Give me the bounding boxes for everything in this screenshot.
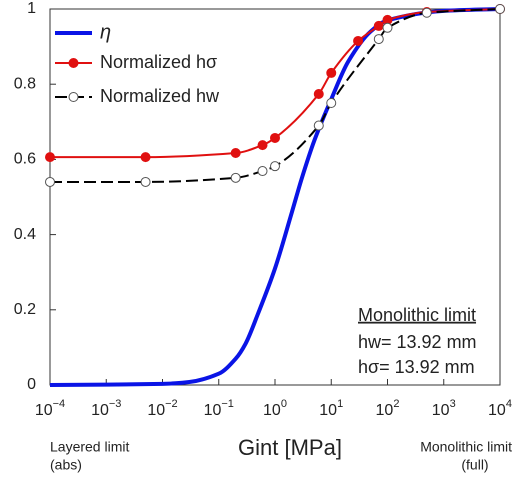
x-tick-exponent: 1 — [337, 398, 343, 410]
y-tick-label: 0 — [27, 376, 36, 393]
y-tick-label: 0.4 — [14, 226, 36, 243]
data-point — [45, 176, 55, 187]
legend-label: η — [100, 21, 111, 43]
annotation-line: hw= 13.92 mm — [358, 332, 477, 352]
y-tick-label: 0.8 — [14, 75, 36, 92]
legend-marker — [68, 58, 79, 68]
legend: η Normalized hσ Normalized hw — [55, 21, 220, 106]
left-note: Layered limit — [50, 439, 129, 455]
data-point — [382, 22, 393, 33]
data-point — [270, 161, 280, 172]
right-note: (full) — [461, 457, 488, 473]
x-tick-label: 102 — [376, 398, 400, 419]
x-tick-exponent: −1 — [221, 398, 234, 410]
annotation-line: hσ= 13.92 mm — [358, 357, 475, 377]
x-tick-exponent: 3 — [450, 398, 456, 410]
data-point — [326, 98, 337, 108]
data-point — [140, 176, 151, 187]
x-tick-label: 100 — [263, 398, 287, 419]
legend-label: Normalized hw — [100, 86, 220, 106]
legend-label: Normalized hσ — [100, 52, 217, 72]
right-note: Monolithic limit — [420, 439, 512, 455]
data-point — [373, 20, 384, 31]
data-point — [421, 7, 432, 18]
x-tick-label: 10−3 — [91, 398, 121, 419]
data-point — [257, 140, 268, 151]
y-tick-label: 0.2 — [14, 301, 36, 318]
y-tick-label: 0.6 — [14, 151, 36, 168]
data-point — [45, 152, 55, 163]
data-point — [230, 172, 241, 183]
legend-marker — [68, 92, 79, 102]
x-tick-exponent: 2 — [393, 398, 399, 410]
x-tick-exponent: −4 — [53, 398, 66, 410]
series-line — [50, 8, 501, 183]
data-point — [495, 4, 505, 14]
left-note: (abs) — [50, 457, 82, 473]
x-tick-label: 101 — [319, 398, 343, 419]
y-tick-label: 1 — [27, 0, 36, 17]
x-axis-label: Gint [MPa] — [238, 435, 342, 460]
data-point — [313, 120, 324, 131]
x-tick-label: 103 — [432, 398, 456, 419]
x-tick-exponent: −3 — [109, 398, 122, 410]
x-tick-label: 10−4 — [35, 398, 65, 419]
data-point — [257, 166, 268, 177]
annotation-title: Monolithic limit — [358, 305, 476, 325]
x-tick-exponent: 4 — [506, 398, 512, 410]
data-point — [140, 152, 151, 163]
data-point — [353, 35, 364, 46]
data-point — [230, 148, 241, 159]
data-point — [313, 88, 324, 99]
data-point — [326, 67, 337, 78]
x-tick-label: 10−1 — [204, 398, 234, 419]
x-tick-label: 104 — [488, 398, 512, 419]
x-tick-exponent: −2 — [165, 398, 178, 410]
x-tick-label: 10−2 — [147, 398, 177, 419]
data-point — [373, 34, 384, 45]
x-tick-exponent: 0 — [281, 398, 287, 410]
data-point — [270, 132, 280, 143]
